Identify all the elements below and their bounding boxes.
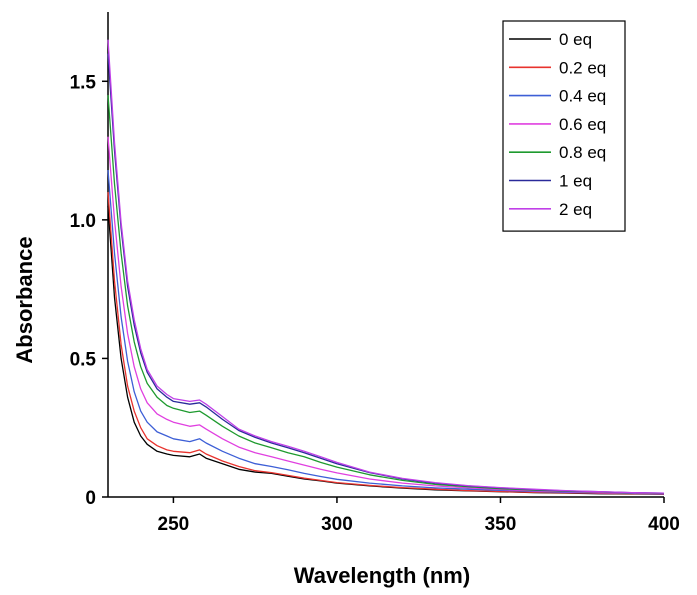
legend-label: 0.4 eq <box>559 87 606 106</box>
x-axis-title: Wavelength (nm) <box>294 563 470 588</box>
series-line-1 <box>107 192 665 495</box>
x-tick-label: 350 <box>485 514 517 535</box>
plot-frame <box>107 12 664 498</box>
legend-label: 1 eq <box>559 172 592 191</box>
series-line-4 <box>107 95 665 495</box>
legend-box <box>502 20 626 232</box>
y-tick-label: 1.0 <box>70 211 96 232</box>
series-line-6 <box>107 39 665 494</box>
series-layer <box>107 39 665 495</box>
legend-label: 2 eq <box>559 200 592 219</box>
tick-layer: 250 300 350 400 0 0.5 1.0 1.5 <box>70 72 680 535</box>
series-line-3 <box>107 136 665 495</box>
y-tick-label: 0 <box>85 488 96 509</box>
y-axis-title: Absorbance <box>12 236 37 363</box>
legend: 0 eq 0.2 eq 0.4 eq 0.6 eq 0.8 eq 1 eq 2 eq <box>502 20 626 232</box>
legend-label: 0.6 eq <box>559 115 606 134</box>
x-tick-label: 400 <box>648 514 680 535</box>
series-line-0 <box>107 205 665 495</box>
legend-label: 0.8 eq <box>559 143 606 162</box>
y-tick-label: 0.5 <box>70 349 97 370</box>
x-tick-label: 250 <box>158 514 190 535</box>
legend-label: 0.2 eq <box>559 58 606 77</box>
legend-label: 0 eq <box>559 30 592 49</box>
x-tick-label: 300 <box>321 514 353 535</box>
series-line-2 <box>107 169 665 495</box>
y-tick-label: 1.5 <box>70 72 97 93</box>
